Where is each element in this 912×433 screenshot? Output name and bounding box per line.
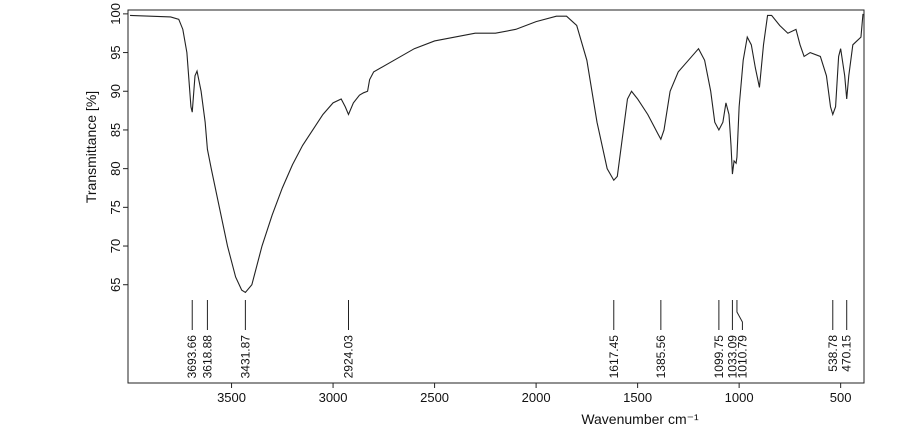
y-tick-label: 90: [108, 84, 123, 98]
peak-label: 538.78: [826, 335, 840, 372]
spectrum-line: [130, 13, 864, 294]
peak-label: 3618.88: [200, 335, 214, 379]
y-tick-label: 65: [108, 277, 123, 291]
peak-label: 1617.45: [607, 335, 621, 379]
peak-label: 2924.03: [341, 335, 355, 379]
peak-label: 3693.66: [185, 335, 199, 379]
y-tick-label: 85: [108, 123, 123, 137]
x-tick-label: 2500: [420, 390, 449, 405]
peak-label: 1385.56: [654, 335, 668, 379]
y-tick-label: 100: [108, 3, 123, 25]
y-tick-label: 70: [108, 239, 123, 253]
x-tick-label: 2000: [522, 390, 551, 405]
peak-label: 470.15: [840, 335, 854, 372]
x-tick-label: 500: [830, 390, 852, 405]
x-tick-label: 3000: [319, 390, 348, 405]
y-tick-label: 75: [108, 200, 123, 214]
plot-frame: [127, 9, 865, 384]
peak-label: 1099.75: [712, 335, 726, 379]
x-tick-label: 1000: [725, 390, 754, 405]
y-tick-label: 95: [108, 45, 123, 59]
y-tick-label: 80: [108, 161, 123, 175]
peak-label: 3431.87: [238, 335, 252, 379]
peak-label: 1010.79: [735, 335, 749, 379]
y-axis-label: Transmittance [%]: [83, 91, 99, 203]
x-axis-label: Wavenumber cm⁻¹: [581, 411, 699, 427]
x-tick-label: 1500: [623, 390, 652, 405]
x-tick-label: 3500: [217, 390, 246, 405]
peak-label: 1033.09: [725, 335, 739, 379]
peak-marker: [736, 300, 743, 330]
